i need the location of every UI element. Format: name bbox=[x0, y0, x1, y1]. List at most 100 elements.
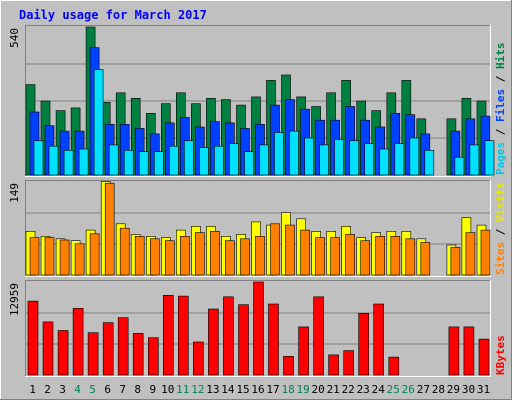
bar-sites-day-11 bbox=[180, 236, 190, 276]
bar-kbytes-day-5 bbox=[87, 332, 99, 376]
x-tick-label-day-28: 28 bbox=[432, 383, 445, 396]
bar-sites-day-14 bbox=[225, 240, 235, 276]
bar-kbytes-day-8 bbox=[132, 333, 144, 376]
bar-sites-day-26 bbox=[405, 238, 416, 276]
bar-sites-day-19 bbox=[300, 229, 310, 276]
bar-pages-day-5 bbox=[93, 69, 104, 176]
bar-pages-day-19 bbox=[304, 137, 314, 176]
x-tick-label-day-23: 23 bbox=[357, 383, 370, 396]
bar-sites-day-4 bbox=[74, 243, 85, 276]
bar-sites-day-15 bbox=[240, 238, 250, 276]
bar-pages-day-29 bbox=[454, 156, 465, 176]
bar-kbytes-day-13 bbox=[208, 308, 219, 376]
bar-kbytes-day-22 bbox=[343, 350, 355, 376]
x-tick-label-day-24: 24 bbox=[372, 383, 386, 396]
bar-pages-day-9 bbox=[154, 151, 164, 176]
bar-pages-day-4 bbox=[78, 148, 89, 176]
bar-sites-day-25 bbox=[390, 236, 401, 276]
x-tick-label-day-30: 30 bbox=[462, 383, 475, 396]
chart-title: Daily usage for March 2017 bbox=[19, 8, 207, 22]
x-tick-label-day-5: 5 bbox=[89, 383, 96, 396]
x-tick-label-day-31: 31 bbox=[477, 383, 490, 396]
bar-pages-day-3 bbox=[63, 150, 74, 176]
bar-kbytes-day-15 bbox=[238, 304, 249, 376]
bar-kbytes-day-24 bbox=[373, 303, 385, 376]
bar-pages-day-27 bbox=[424, 150, 435, 176]
x-tick-label-day-26: 26 bbox=[402, 383, 415, 396]
bar-pages-day-6 bbox=[108, 144, 119, 176]
bar-pages-day-15 bbox=[244, 151, 254, 176]
x-tick-label-day-22: 22 bbox=[342, 383, 355, 396]
bar-sites-day-21 bbox=[330, 237, 340, 276]
x-tick-label-day-19: 19 bbox=[296, 383, 309, 396]
x-tick-label-day-13: 13 bbox=[206, 383, 219, 396]
legend-entry-sites: Sites bbox=[494, 242, 507, 275]
x-tick-label-day-4: 4 bbox=[74, 383, 81, 396]
bar-pages-day-21 bbox=[334, 139, 344, 176]
bar-kbytes-day-12 bbox=[193, 341, 204, 376]
x-tick-label-day-17: 17 bbox=[266, 383, 279, 396]
legend-separator: / bbox=[494, 222, 507, 242]
bar-pages-day-18 bbox=[289, 130, 299, 176]
panel-bottom-max-label: 12959 bbox=[8, 283, 21, 316]
x-tick-label-day-1: 1 bbox=[29, 383, 36, 396]
bar-sites-day-1 bbox=[29, 237, 40, 276]
x-tick-label-day-11: 11 bbox=[176, 383, 189, 396]
bar-pages-day-14 bbox=[229, 143, 239, 176]
bar-sites-day-8 bbox=[134, 236, 145, 276]
x-tick-label-day-10: 10 bbox=[161, 383, 174, 396]
legend-entry-files: Files bbox=[494, 89, 507, 122]
x-tick-label-day-2: 2 bbox=[44, 383, 51, 396]
legend-separator: / bbox=[494, 122, 507, 142]
bar-pages-day-26 bbox=[409, 137, 420, 176]
bar-sites-day-2 bbox=[44, 237, 55, 276]
bar-kbytes-day-4 bbox=[72, 307, 84, 376]
bar-sites-day-27 bbox=[420, 242, 431, 276]
panels: 540 Pages / Files / Hits 149 Sites / Visits… bbox=[8, 25, 507, 377]
legend-entry-visits: Visits bbox=[494, 182, 507, 222]
bar-pages-day-17 bbox=[274, 132, 284, 176]
x-tick-label-day-27: 27 bbox=[417, 383, 430, 396]
legend-entry-pages: Pages bbox=[494, 142, 507, 175]
x-tick-label-day-8: 8 bbox=[134, 383, 141, 396]
bar-kbytes-day-21 bbox=[328, 354, 339, 376]
bar-pages-day-1 bbox=[33, 140, 44, 176]
bar-sites-day-17 bbox=[270, 223, 280, 276]
x-tick-label-day-15: 15 bbox=[236, 383, 249, 396]
bar-pages-day-24 bbox=[379, 148, 390, 176]
bar-sites-day-18 bbox=[285, 224, 295, 276]
bar-kbytes-day-16 bbox=[253, 281, 264, 376]
bar-pages-day-20 bbox=[319, 144, 329, 176]
bar-kbytes-day-3 bbox=[57, 330, 69, 376]
bar-pages-day-25 bbox=[394, 143, 405, 176]
bar-sites-day-30 bbox=[465, 232, 476, 276]
bar-sites-day-31 bbox=[480, 229, 491, 276]
x-tick-label-day-3: 3 bbox=[59, 383, 66, 396]
bar-kbytes-day-10 bbox=[163, 294, 174, 376]
x-tick-label-day-6: 6 bbox=[104, 383, 111, 396]
bar-pages-day-16 bbox=[259, 144, 269, 176]
bar-sites-day-20 bbox=[315, 237, 325, 276]
x-tick-label-day-12: 12 bbox=[191, 383, 204, 396]
bar-kbytes-day-18 bbox=[283, 355, 294, 376]
bar-sites-day-7 bbox=[119, 227, 130, 276]
bar-kbytes-day-17 bbox=[268, 303, 279, 376]
x-axis-labels: 1 2 3 4 5 6 7 8 9 10 11 12 13 14 15 16 17 18 19 20 21 22 23 24 2… bbox=[29, 383, 490, 396]
x-tick-label-day-9: 9 bbox=[149, 383, 156, 396]
bar-pages-day-30 bbox=[469, 144, 480, 176]
bar-sites-day-5 bbox=[89, 233, 100, 276]
bar-kbytes-day-11 bbox=[178, 295, 189, 376]
bar-sites-day-9 bbox=[150, 238, 160, 276]
bar-kbytes-day-25 bbox=[388, 356, 400, 376]
bar-pages-day-10 bbox=[169, 145, 179, 176]
bar-kbytes-day-19 bbox=[298, 326, 309, 376]
legend-entry-kbytes: KBytes bbox=[494, 335, 507, 375]
bar-kbytes-day-23 bbox=[358, 312, 370, 376]
bar-kbytes-day-30 bbox=[463, 326, 475, 376]
bar-pages-day-7 bbox=[123, 150, 134, 176]
bar-sites-day-6 bbox=[104, 182, 115, 276]
bar-pages-day-31 bbox=[484, 140, 495, 176]
panel-top-legend: Pages / Files / Hits bbox=[494, 43, 507, 176]
bar-kbytes-day-1 bbox=[27, 300, 39, 376]
